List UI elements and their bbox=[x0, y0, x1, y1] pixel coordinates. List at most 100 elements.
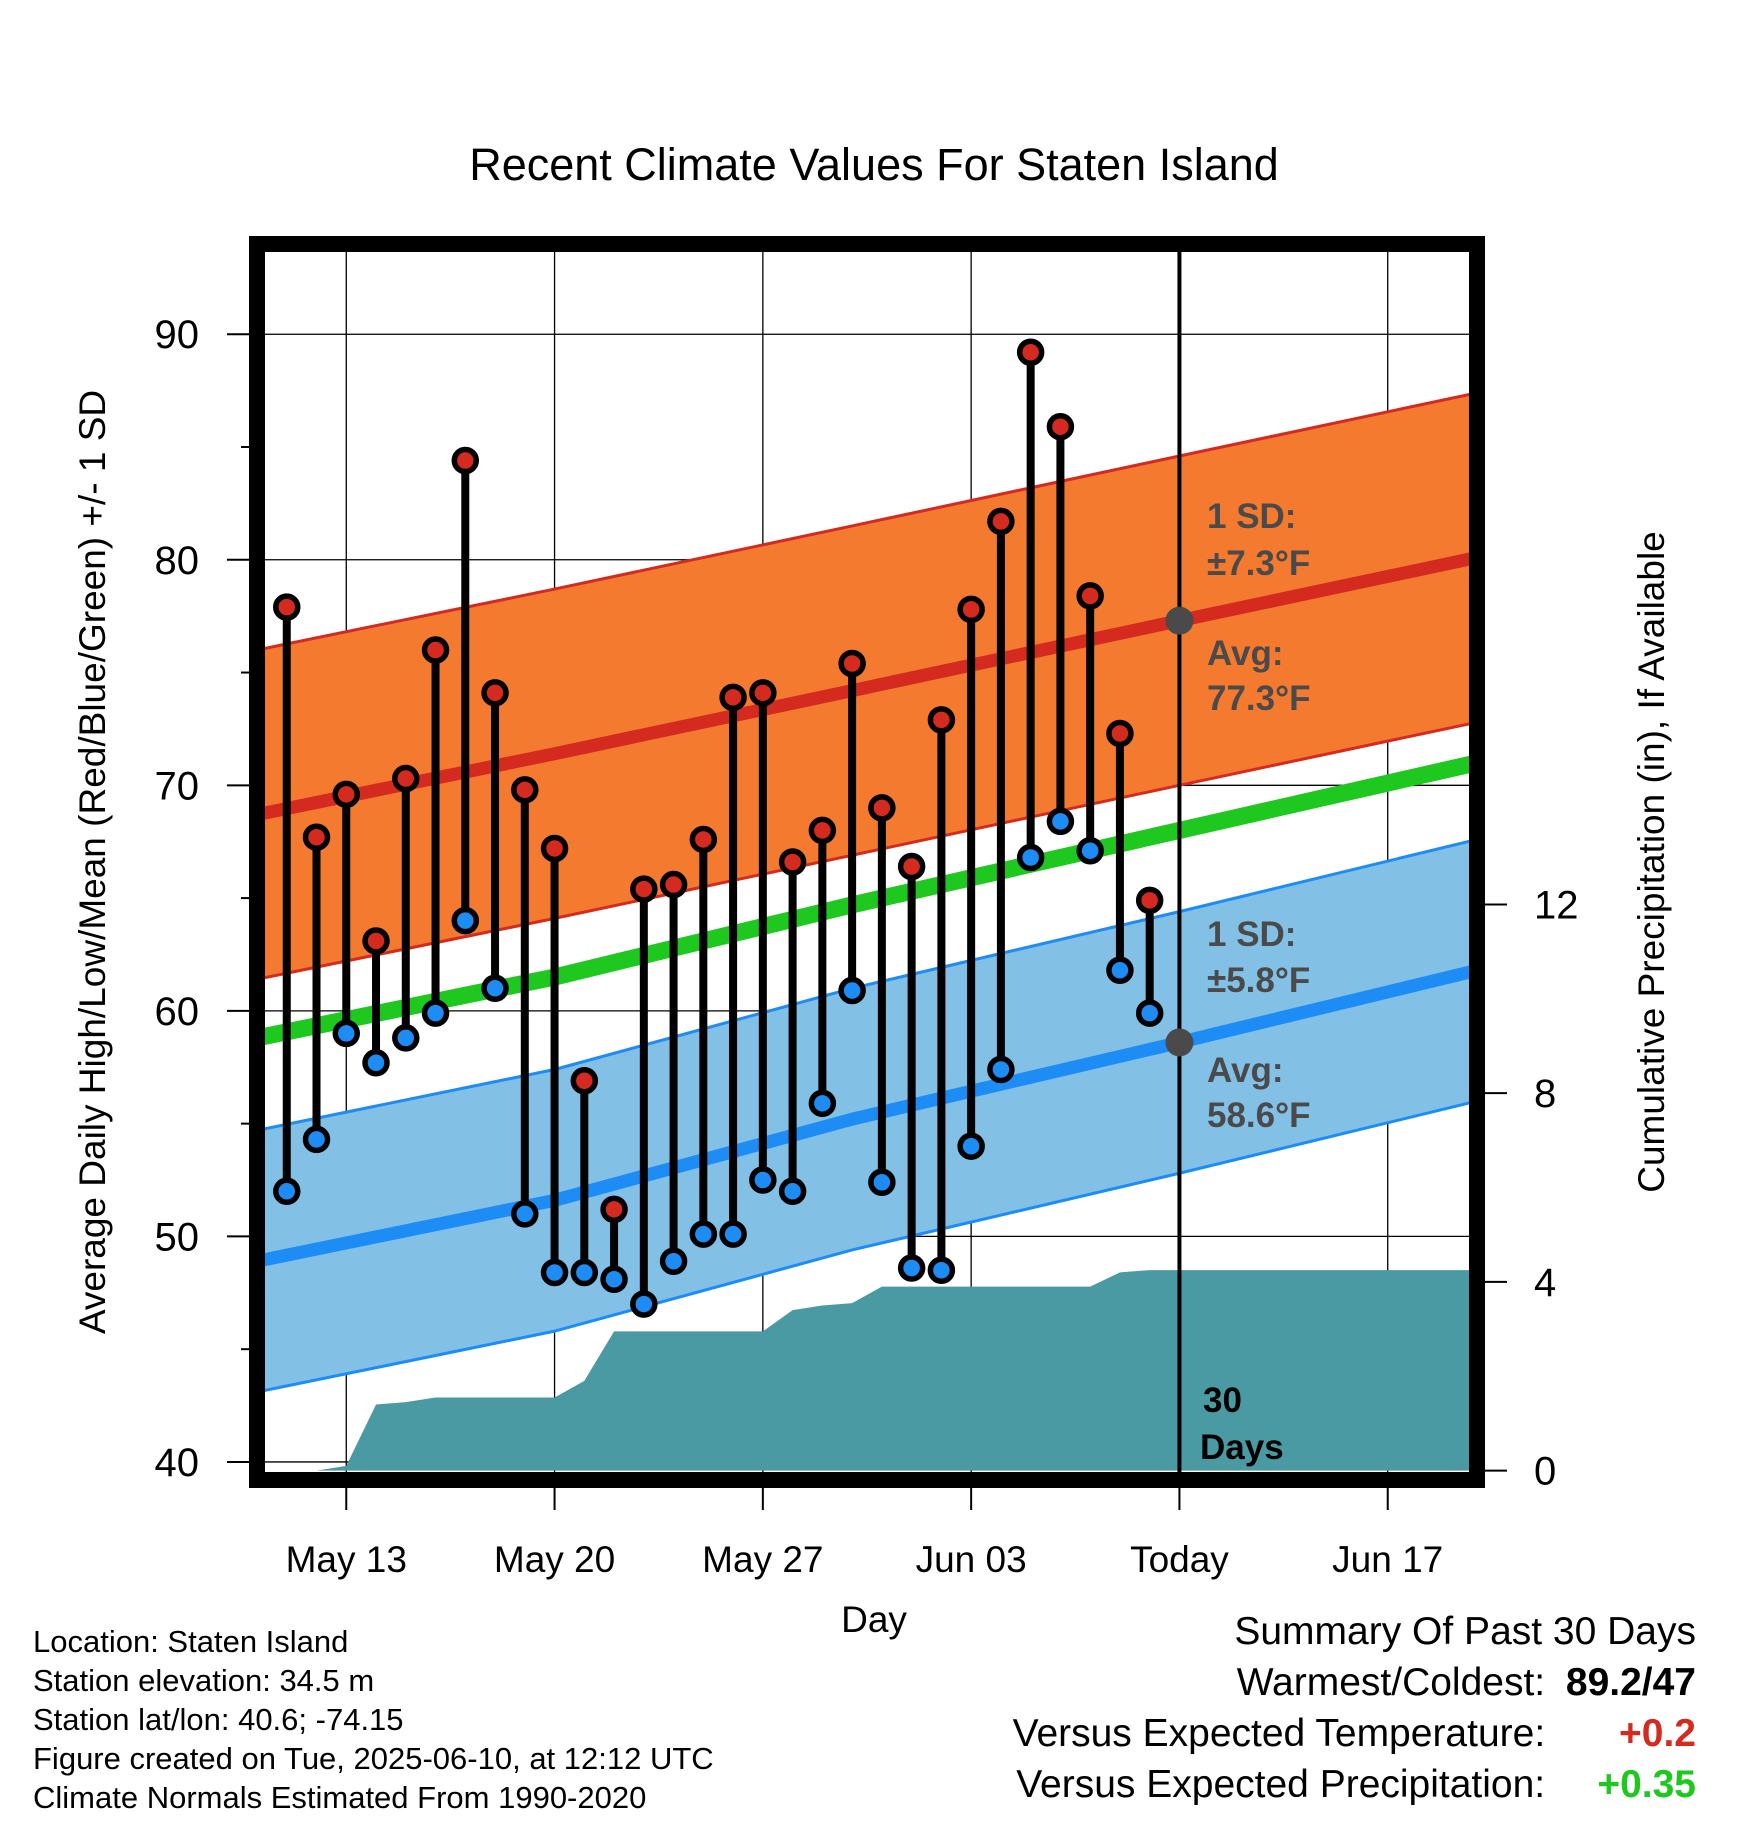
precip-area-group bbox=[257, 1270, 1477, 1471]
today-avg-low-dot bbox=[1165, 1028, 1194, 1057]
high-dot bbox=[511, 776, 539, 804]
x-tick-label: May 20 bbox=[494, 1539, 615, 1580]
y2-tick-label: 4 bbox=[1534, 1261, 1556, 1305]
low-dot bbox=[927, 1256, 956, 1284]
low-dot bbox=[719, 1220, 747, 1248]
low-dot bbox=[392, 1024, 420, 1052]
low-dot bbox=[1076, 836, 1104, 865]
high-dot bbox=[362, 927, 390, 955]
precip-area bbox=[257, 1270, 1477, 1471]
low-dot bbox=[1016, 843, 1045, 872]
low-sd-label-2: ±5.8°F bbox=[1207, 961, 1310, 1000]
high-sd-label-1: 1 SD: bbox=[1207, 497, 1296, 536]
y-tick-label: 60 bbox=[155, 990, 200, 1034]
x-tick-label: Today bbox=[1130, 1539, 1229, 1580]
high-dot bbox=[421, 636, 450, 664]
y-tick-label: 70 bbox=[155, 764, 200, 808]
y-tick-label: 90 bbox=[155, 313, 200, 357]
high-dot bbox=[302, 823, 331, 851]
y2-tick-label: 12 bbox=[1534, 883, 1579, 927]
summary-heading: Summary Of Past 30 Days bbox=[1234, 1610, 1696, 1653]
low-dot bbox=[451, 906, 480, 935]
low-avg-label-2: 58.6°F bbox=[1207, 1096, 1311, 1135]
low-dot bbox=[540, 1258, 569, 1287]
low-dot bbox=[897, 1254, 926, 1282]
high-dot bbox=[987, 507, 1015, 536]
warm-cold-value: 89.2/47 bbox=[1556, 1657, 1696, 1708]
high-dot bbox=[1106, 719, 1134, 748]
normals-text: Climate Normals Estimated From 1990-2020 bbox=[33, 1780, 647, 1815]
high-dot bbox=[778, 848, 807, 876]
station-info: Location: Staten Island Station elevatio… bbox=[33, 1622, 714, 1817]
high-dot bbox=[749, 679, 777, 707]
y-axis-title: Average Daily High/Low/Mean (Red/Blue/Gr… bbox=[72, 390, 113, 1334]
high-dot bbox=[600, 1195, 628, 1224]
temp-departure-value: +0.2 bbox=[1619, 1712, 1696, 1755]
period-label-1: 30 bbox=[1203, 1381, 1242, 1420]
low-dot bbox=[570, 1258, 599, 1287]
high-dot bbox=[1016, 338, 1045, 367]
low-dot bbox=[273, 1177, 301, 1206]
high-sd-band-upper-edge bbox=[257, 391, 1477, 652]
high-dot bbox=[957, 595, 985, 624]
summary-panel: Summary Of Past 30 Days Warmest/Coldest:… bbox=[1013, 1606, 1696, 1810]
period-label-2: Days bbox=[1200, 1428, 1284, 1467]
high-dot bbox=[451, 446, 480, 475]
low-avg-label-1: Avg: bbox=[1207, 1051, 1283, 1090]
low-dot bbox=[868, 1168, 896, 1197]
x-tick-label: Jun 17 bbox=[1332, 1539, 1443, 1580]
low-dot bbox=[659, 1247, 688, 1275]
low-dot bbox=[808, 1089, 837, 1118]
low-dot bbox=[362, 1048, 390, 1077]
coldest-value: /47 bbox=[1641, 1661, 1696, 1704]
daily-dots bbox=[273, 338, 1164, 1318]
y2-tick-label: 8 bbox=[1534, 1072, 1556, 1116]
high-dot bbox=[332, 780, 361, 809]
high-dot bbox=[1076, 582, 1104, 610]
high-dot bbox=[689, 825, 718, 854]
low-dot bbox=[689, 1220, 718, 1248]
low-dot bbox=[838, 976, 866, 1005]
y2-tick-label: 0 bbox=[1534, 1450, 1556, 1494]
x-tick-label: May 13 bbox=[286, 1539, 407, 1580]
low-dot bbox=[1106, 956, 1134, 985]
high-dot bbox=[630, 875, 658, 903]
normal-bands bbox=[257, 391, 1477, 1394]
high-dot bbox=[927, 706, 956, 734]
low-dot bbox=[630, 1290, 658, 1318]
low-dot bbox=[957, 1132, 985, 1160]
low-dot bbox=[987, 1055, 1015, 1084]
warmest-value: 89.2 bbox=[1565, 1661, 1642, 1704]
y-tick-label: 50 bbox=[155, 1215, 200, 1259]
high-dot bbox=[1135, 886, 1164, 915]
low-sd-label-1: 1 SD: bbox=[1207, 915, 1296, 954]
high-dot bbox=[838, 649, 866, 678]
high-dot bbox=[540, 834, 569, 863]
latlon-text: Station lat/lon: 40.6; -74.15 bbox=[33, 1702, 404, 1737]
high-dot bbox=[570, 1067, 599, 1095]
low-dot bbox=[421, 999, 450, 1027]
precip-departure-row: Versus Expected Precipitation: +0.35 bbox=[1013, 1759, 1696, 1810]
high-dot bbox=[897, 852, 926, 881]
low-dot bbox=[511, 1200, 539, 1228]
high-dot bbox=[392, 764, 420, 793]
temp-departure-label: Versus Expected Temperature: bbox=[1012, 1712, 1546, 1755]
precip-departure-value: +0.35 bbox=[1597, 1763, 1696, 1806]
high-dot bbox=[273, 593, 301, 621]
high-dot bbox=[719, 683, 747, 712]
low-dot bbox=[332, 1019, 361, 1048]
high-dot bbox=[808, 816, 837, 845]
plot-frame bbox=[249, 236, 1485, 1488]
precip-departure-label: Versus Expected Precipitation: bbox=[1016, 1763, 1546, 1806]
low-dot bbox=[302, 1125, 331, 1154]
warm-cold-label: Warmest/Coldest: bbox=[1236, 1661, 1546, 1704]
low-dot bbox=[481, 974, 509, 1003]
low-dot bbox=[1135, 999, 1164, 1027]
today-marker bbox=[1165, 244, 1194, 1480]
low-sd-band-lower-edge bbox=[257, 1099, 1477, 1394]
warm-cold-row: Warmest/Coldest: 89.2/47 bbox=[1013, 1657, 1696, 1708]
high-dot bbox=[481, 679, 509, 707]
location-text: Location: Staten Island bbox=[33, 1624, 349, 1659]
x-axis-title: Day bbox=[841, 1599, 907, 1640]
